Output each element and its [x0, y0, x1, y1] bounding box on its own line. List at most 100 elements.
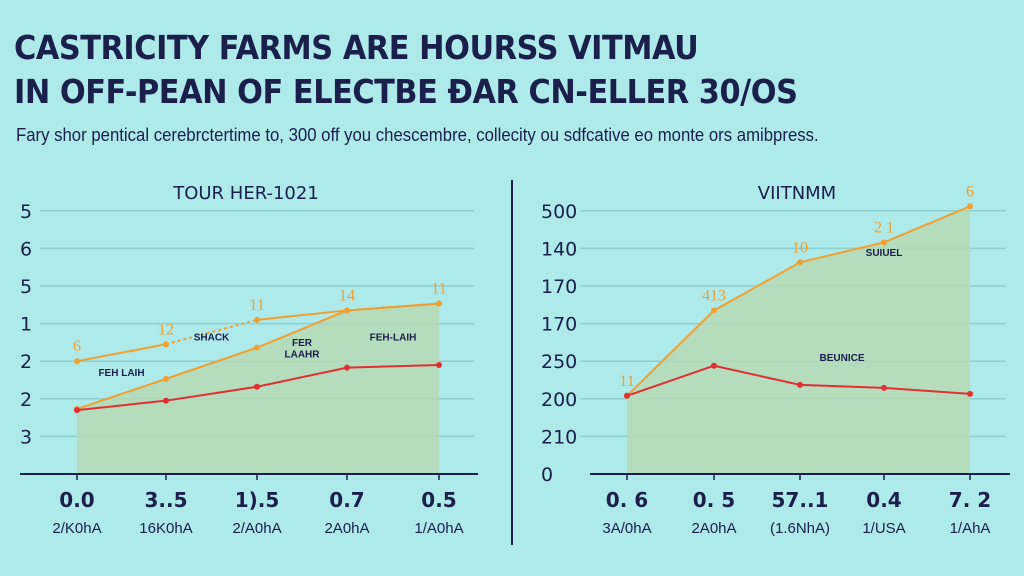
data-point: [163, 397, 169, 404]
x-tick-sublabel: (1.6NhA): [770, 520, 830, 537]
annotation-label: SHACK: [194, 333, 230, 344]
annotation-label: BEUNICE: [819, 353, 864, 364]
annotation-label: FEH-LAIH: [370, 333, 417, 344]
series-line-segment: [883, 205, 971, 244]
data-label: 6: [966, 183, 974, 200]
x-tick-label: 0.4: [866, 488, 901, 512]
x-tick-sublabel: 2A0hA: [324, 520, 369, 537]
series-line-segment: [626, 309, 715, 397]
series-line-segment: [346, 302, 440, 312]
series-line-segment: [165, 385, 258, 402]
data-point: [436, 300, 442, 307]
x-tick-sublabel: 2/A0hA: [232, 520, 281, 537]
data-point: [624, 392, 630, 399]
data-point: [344, 307, 350, 314]
series-line-segment: [626, 364, 715, 397]
chart-title: VIITNMM: [758, 183, 836, 204]
x-tick-sublabel: 3A/0hA: [602, 520, 651, 537]
data-point: [797, 259, 803, 266]
data-point: [163, 341, 169, 348]
annotation-label: FEH LAIH: [98, 368, 144, 379]
data-point: [967, 203, 973, 210]
x-tick-sublabel: 2A0hA: [691, 520, 736, 537]
y-tick-label: 170: [541, 314, 577, 336]
series-line-segment: [256, 309, 348, 321]
series-line-segment: [713, 364, 801, 386]
data-label: 413: [702, 287, 726, 304]
series-line-segment: [799, 241, 885, 264]
y-tick-label: 2: [20, 389, 32, 411]
y-tick-label: 5: [20, 276, 32, 298]
series-line-segment: [799, 383, 885, 389]
data-point: [74, 358, 80, 365]
data-point: [797, 381, 803, 388]
chart-title: TOUR HER-1021: [172, 183, 319, 204]
x-tick-label: 0. 5: [693, 488, 735, 512]
y-tick-label: 170: [541, 276, 577, 298]
y-tick-label: 0: [541, 464, 553, 486]
page-title: CASTRICITY FARMS ARE HOURSS VITMAU IN OF…: [14, 26, 798, 114]
x-tick-label: 1).5: [235, 488, 280, 512]
y-tick-label: 140: [541, 238, 577, 260]
series-line-segment: [256, 309, 348, 349]
data-point: [254, 316, 260, 323]
series-line-segment: [883, 386, 971, 395]
x-tick-label: 0. 6: [606, 488, 648, 512]
data-label: 6: [73, 338, 81, 355]
y-tick-label: 500: [541, 201, 577, 223]
y-tick-label: 3: [20, 426, 32, 448]
x-tick-sublabel: 1/A0hA: [414, 520, 463, 537]
y-tick-label: 1: [20, 314, 32, 336]
title-line-2: IN OFF-PEAN OF ELECTBE ĐAR CN-ELLER 30/O…: [14, 72, 798, 111]
series-line-segment: [713, 261, 801, 312]
data-label: 10: [792, 239, 808, 256]
data-label: 11: [619, 373, 634, 390]
data-point: [254, 344, 260, 351]
x-tick-label: 7. 2: [949, 488, 991, 512]
data-label: 11: [249, 297, 264, 314]
data-point: [711, 307, 717, 314]
series-line-segment: [256, 366, 348, 388]
title-line-1: CASTRICITY FARMS ARE HOURSS VITMAU: [14, 28, 699, 67]
series-line-segment: [76, 377, 167, 410]
data-point: [711, 362, 717, 369]
x-tick-sublabel: 1/USA: [862, 520, 905, 537]
y-tick-label: 250: [541, 351, 577, 373]
area-fill: [627, 206, 970, 474]
data-label: 2 1: [874, 219, 894, 236]
y-tick-label: 5: [20, 201, 32, 223]
x-tick-label: 0.7: [329, 488, 364, 512]
series-line-segment: [76, 343, 167, 363]
x-tick-label: 57..1: [772, 488, 829, 512]
annotation-label: SUIUEL: [866, 248, 903, 259]
x-tick-sublabel: 1/AhA: [950, 520, 991, 537]
data-point: [436, 361, 442, 368]
x-tick-label: 3..5: [144, 488, 187, 512]
series-line-segment: [346, 363, 440, 369]
data-label: 14: [339, 287, 355, 304]
y-tick-label: 200: [541, 389, 577, 411]
y-tick-label: 2: [20, 351, 32, 373]
series-line-segment: [165, 318, 258, 346]
data-point: [344, 364, 350, 371]
subtitle: Fary shor pentical cerebrctertime to, 30…: [16, 125, 819, 145]
annotation-label: LAAHR: [285, 349, 321, 360]
x-tick-sublabel: 2/K0hA: [52, 520, 101, 537]
data-point: [254, 383, 260, 390]
y-tick-label: 6: [20, 238, 32, 260]
series-line-segment: [76, 399, 167, 412]
series-line-segment: [165, 346, 258, 380]
data-point: [967, 390, 973, 397]
y-tick-label: 210: [541, 426, 577, 448]
data-label: 12: [158, 321, 174, 338]
data-point: [163, 375, 169, 382]
x-tick-sublabel: 16K0hA: [139, 520, 192, 537]
x-tick-label: 0.5: [421, 488, 456, 512]
data-point: [881, 239, 887, 246]
annotation-label: FER: [292, 338, 313, 349]
data-label: 11: [431, 281, 446, 298]
data-point: [74, 407, 80, 414]
data-point: [881, 384, 887, 391]
x-tick-label: 0.0: [59, 488, 94, 512]
